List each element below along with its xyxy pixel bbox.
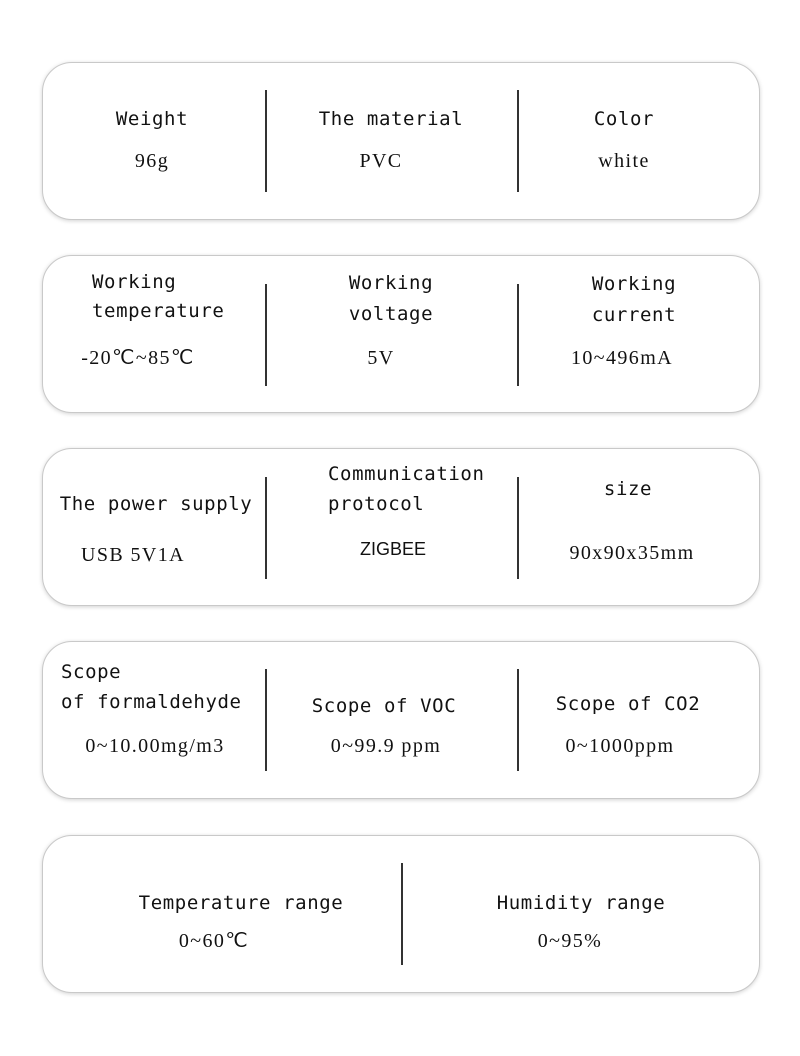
spec-card-scopes — [42, 641, 760, 799]
divider — [517, 284, 519, 386]
spec-value-protocol: ZIGBEE — [359, 539, 427, 559]
spec-value-color: white — [598, 150, 650, 172]
spec-label-color: Color — [593, 108, 655, 130]
spec-label-humidity-range: Humidity range — [496, 892, 666, 914]
spec-value-material: PVC — [359, 150, 403, 172]
divider — [265, 284, 267, 386]
spec-label-size: size — [603, 478, 653, 500]
divider — [265, 477, 267, 579]
divider — [517, 669, 519, 771]
spec-value-temperature-range: 0~60℃ — [178, 930, 250, 952]
spec-value-voc: 0~99.9 ppm — [330, 735, 442, 757]
spec-value-working-temperature: -20℃~85℃ — [81, 347, 195, 369]
spec-label-weight: Weight — [115, 108, 189, 130]
spec-label-working-voltage-2: voltage — [348, 303, 434, 325]
spec-value-formaldehyde: 0~10.00mg/m3 — [85, 735, 225, 757]
spec-label-temperature-range: Temperature range — [138, 892, 344, 914]
spec-label-material: The material — [318, 108, 464, 130]
spec-label-protocol-2: protocol — [328, 493, 425, 515]
spec-label-working-temperature-2: temperature — [92, 300, 225, 322]
spec-value-co2: 0~1000ppm — [565, 735, 675, 757]
divider — [517, 477, 519, 579]
spec-label-voc: Scope of VOC — [311, 695, 457, 717]
spec-value-working-voltage: 5V — [367, 347, 395, 369]
spec-label-working-voltage-1: Working — [348, 272, 434, 294]
spec-label-formaldehyde-2: of formaldehyde — [61, 691, 242, 713]
spec-label-working-current-1: Working — [591, 273, 677, 295]
spec-label-working-temperature-1: Working — [92, 271, 177, 293]
spec-card-power-protocol-size — [42, 448, 760, 606]
spec-value-power-supply: USB 5V1A — [81, 544, 185, 566]
spec-label-formaldehyde-1: Scope — [61, 661, 122, 683]
spec-card-weight-material-color — [42, 62, 760, 220]
spec-label-working-current-2: current — [591, 304, 677, 326]
divider — [401, 863, 403, 965]
spec-value-size: 90x90x35mm — [569, 542, 695, 564]
spec-label-power-supply: The power supply — [59, 493, 253, 515]
spec-label-co2: Scope of CO2 — [555, 693, 701, 715]
divider — [265, 669, 267, 771]
divider — [265, 90, 267, 192]
divider — [517, 90, 519, 192]
spec-value-weight: 96g — [134, 150, 170, 172]
spec-card-working — [42, 255, 760, 413]
spec-value-humidity-range: 0~95% — [537, 930, 603, 952]
spec-value-working-current: 10~496mA — [570, 347, 674, 369]
spec-label-protocol-1: Communication — [328, 463, 485, 485]
